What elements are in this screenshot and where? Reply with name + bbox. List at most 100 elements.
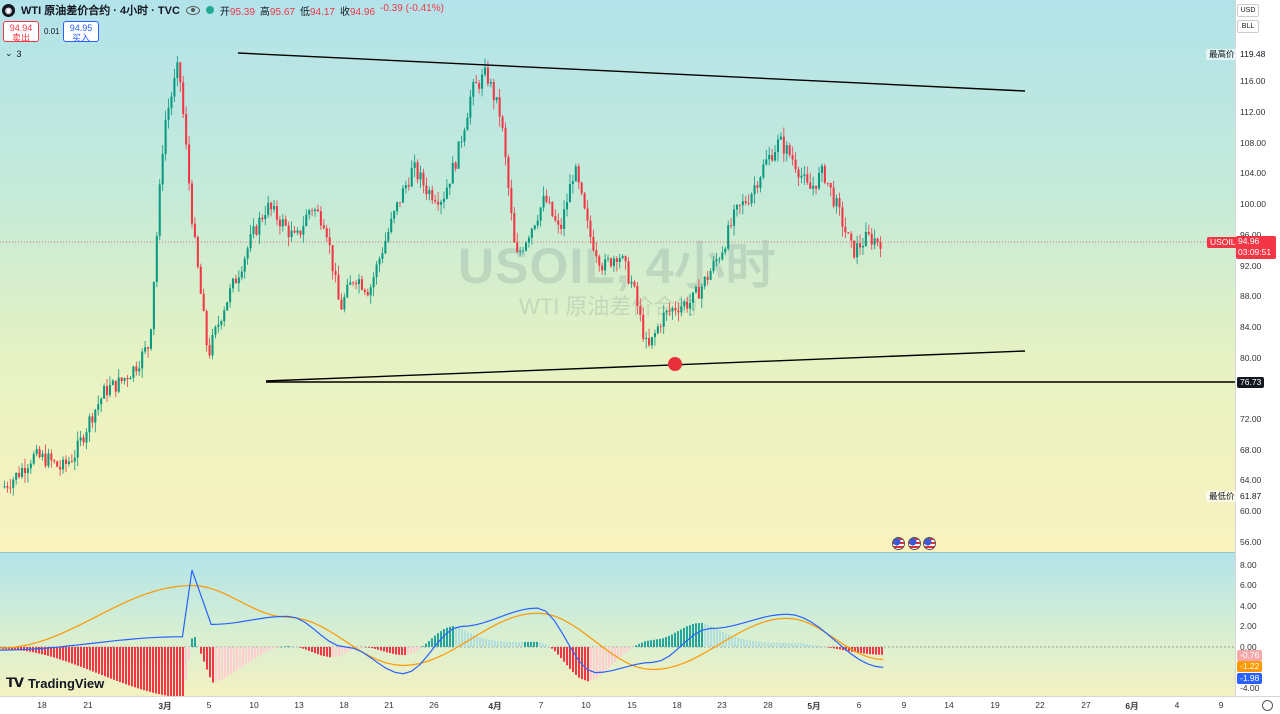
macd-value-tag: -1.98: [1237, 673, 1263, 684]
settings-gear-icon[interactable]: [1262, 700, 1273, 711]
candle-body: [144, 347, 147, 352]
candle-body: [208, 345, 211, 356]
histogram-bar: [503, 641, 505, 647]
candle-body: [560, 224, 563, 229]
currency-selector[interactable]: USD: [1237, 4, 1259, 17]
histogram-bar: [647, 640, 649, 647]
candle-body: [823, 165, 826, 183]
low-price-value: 61.87: [1237, 491, 1265, 502]
histogram-bar: [104, 647, 106, 677]
low-point-marker: [668, 357, 682, 371]
candle-body: [179, 62, 182, 83]
time-tick: 4月: [488, 701, 502, 711]
unit-selector[interactable]: BLL: [1237, 20, 1259, 33]
candle-body: [451, 162, 454, 184]
buy-button[interactable]: 94.95 买入: [63, 21, 99, 43]
histogram-bar: [614, 647, 616, 662]
macd-pane[interactable]: [0, 553, 1235, 696]
macd-canvas[interactable]: [0, 553, 1235, 696]
candle-body: [627, 261, 630, 284]
spread-value: 0.01: [44, 27, 60, 36]
candle-body: [135, 366, 138, 372]
us-flag-event-icon[interactable]: [923, 537, 936, 550]
ohlc-low-value: 94.17: [309, 6, 335, 18]
histogram-bar: [782, 642, 784, 647]
histogram-bar: [374, 647, 376, 649]
candle-body: [234, 278, 237, 284]
candle-body: [91, 416, 94, 423]
time-tick: 18: [672, 700, 682, 710]
sell-button[interactable]: 94.94 卖出: [3, 21, 39, 43]
ohlc-values: 开95.39 高95.67 低94.17 收94.96 -0.39 (-0.41…: [220, 3, 444, 18]
candle-body: [797, 169, 800, 178]
histogram-bar: [485, 638, 487, 647]
histogram-bar: [575, 647, 577, 675]
candle-body: [126, 377, 129, 380]
histogram-bar: [107, 647, 109, 678]
histogram-bar: [749, 640, 751, 647]
histogram-bar: [569, 647, 571, 669]
symbol-title[interactable]: WTI 原油差价合约 · 4小时 · TVC: [21, 5, 180, 17]
histogram-bar: [302, 647, 304, 649]
histogram-bar: [356, 647, 358, 649]
candle-body: [738, 204, 741, 206]
histogram-bar: [572, 647, 574, 673]
candle-body: [85, 432, 88, 443]
us-flag-event-icon[interactable]: [892, 537, 905, 550]
candle-body: [668, 310, 671, 312]
candle-body: [785, 145, 788, 154]
histogram-bar: [278, 647, 280, 648]
histogram-bar: [656, 639, 658, 647]
candle-body: [296, 230, 299, 233]
histogram-bar: [563, 647, 565, 662]
price-tick: 112.00: [1240, 107, 1266, 117]
candle-body: [759, 177, 762, 188]
histogram-bar: [299, 647, 301, 648]
histogram-bar: [587, 647, 589, 682]
histogram-bar: [680, 629, 682, 647]
histogram-bar: [53, 647, 55, 658]
ohlc-high-label: 高: [259, 6, 270, 18]
candle-body: [53, 460, 56, 462]
histogram-bar: [272, 647, 274, 649]
price-chart-canvas[interactable]: [0, 0, 1235, 552]
histogram-bar: [92, 647, 94, 672]
candle-body: [334, 271, 337, 275]
visibility-eye-icon[interactable]: [185, 5, 200, 15]
candle-body: [15, 472, 18, 480]
candle-body: [838, 198, 841, 208]
price-scale[interactable]: [1235, 0, 1280, 696]
macd-line: [0, 569, 884, 675]
candle-body: [483, 67, 487, 75]
candle-body: [683, 301, 686, 307]
histogram-bar: [830, 647, 832, 648]
candle-body: [425, 185, 428, 195]
time-tick: 10: [249, 700, 259, 710]
candle-body: [343, 297, 346, 310]
tradingview-logo[interactable]: 𝗧𝗩 TradingView: [6, 675, 104, 691]
candle-body: [355, 282, 358, 285]
candle-body: [158, 184, 161, 236]
candle-body: [615, 258, 618, 263]
candle-body: [155, 235, 158, 282]
us-flag-event-icon[interactable]: [908, 537, 921, 550]
candle-body: [879, 242, 882, 249]
candle-body: [753, 185, 756, 195]
main-chart-pane[interactable]: USOIL, 4小时 WTI 原油差价合约 ◉ WTI 原油差价合约 · 4小时…: [0, 0, 1235, 552]
candle-body: [495, 97, 498, 101]
histogram-bar: [80, 647, 82, 667]
indicators-toggle[interactable]: ⌄ 3: [5, 48, 22, 59]
histogram-bar: [347, 647, 349, 652]
candle-body: [624, 256, 627, 262]
pane-separator[interactable]: [0, 552, 1280, 553]
time-axis[interactable]: 18 21 3月 5 10 13 18 21 26 4月 7 10 15 18 …: [0, 696, 1280, 714]
histogram-bar: [878, 647, 880, 655]
candle-body: [378, 258, 381, 265]
histogram-bar: [863, 647, 865, 654]
candle-body: [123, 377, 126, 381]
histogram-bar: [74, 647, 76, 665]
histogram-bar: [731, 635, 733, 647]
candle-body: [788, 145, 791, 156]
candle-body: [64, 459, 68, 464]
time-tick: 10: [581, 700, 591, 710]
